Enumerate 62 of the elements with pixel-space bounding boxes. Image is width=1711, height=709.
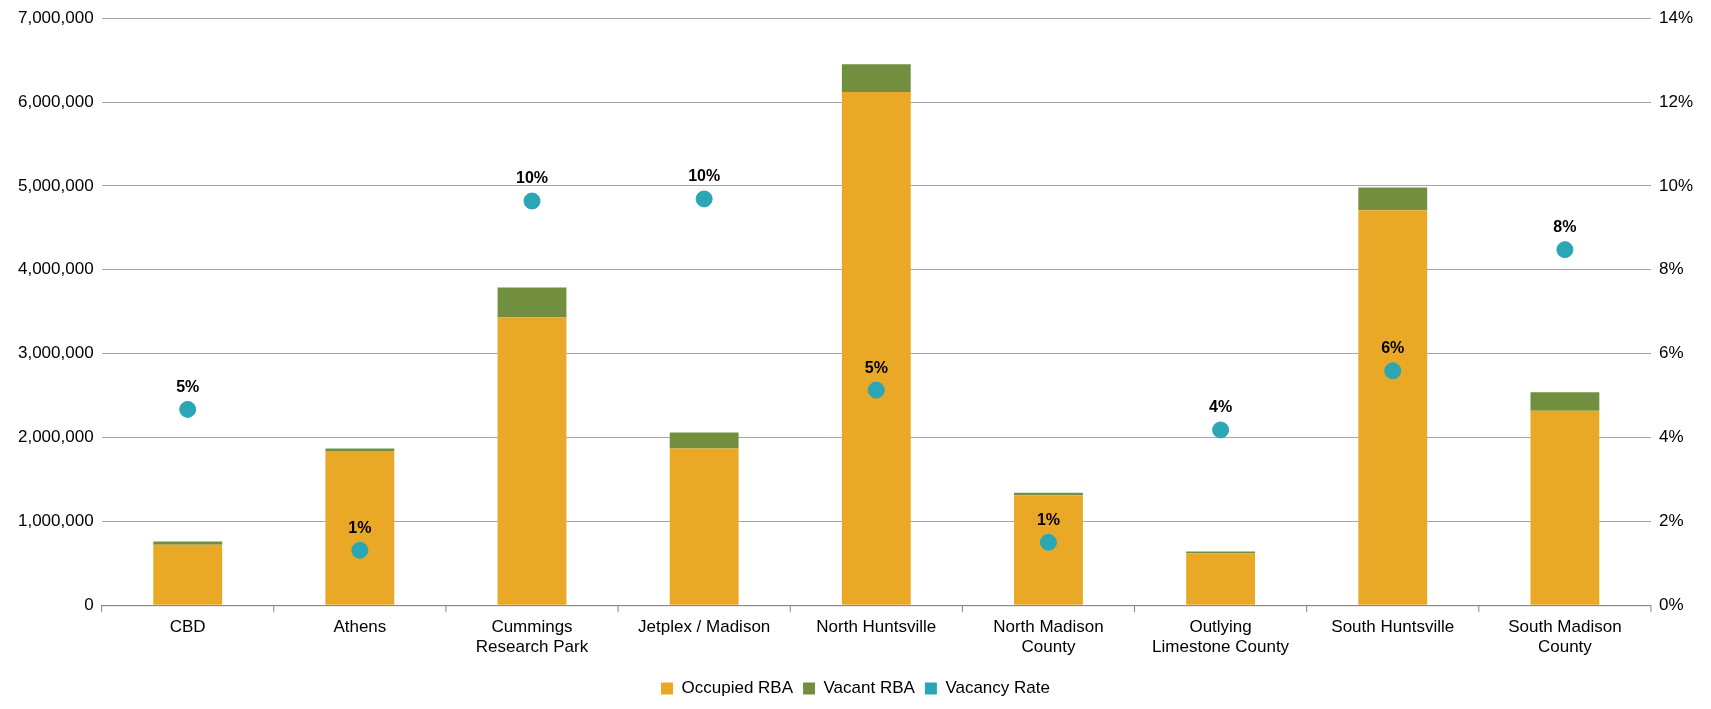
y-tick-label: 3,000,000 xyxy=(17,343,94,363)
legend-label: Vacancy Rate xyxy=(945,678,1050,698)
x-tick-label: North Madison County xyxy=(993,617,1104,657)
bar xyxy=(325,450,395,605)
bar xyxy=(497,287,567,318)
y2-tick-label: 0% xyxy=(1658,594,1684,614)
data-label: 10% xyxy=(688,167,721,185)
point xyxy=(1039,533,1057,551)
y2-tick-label: 14% xyxy=(1658,7,1694,27)
x-tick-label: Jetplex / Madison xyxy=(638,617,771,637)
bar xyxy=(153,541,223,545)
y2-tick-label: 8% xyxy=(1658,259,1684,279)
y2-tick-label: 6% xyxy=(1658,343,1684,363)
data-label: 8% xyxy=(1553,218,1577,236)
legend-label: Occupied RBA xyxy=(681,678,794,698)
point xyxy=(523,192,541,210)
y-tick-label: 5,000,000 xyxy=(17,175,94,195)
bar xyxy=(153,544,223,605)
y2-tick-label: 10% xyxy=(1658,175,1694,195)
y-tick-label: 6,000,000 xyxy=(17,91,94,111)
x-tick-label: South Huntsville xyxy=(1331,617,1455,637)
x-tick-label: South Madison County xyxy=(1508,617,1622,657)
data-label: 4% xyxy=(1209,398,1233,416)
y2-tick-label: 2% xyxy=(1658,511,1684,531)
data-label: 6% xyxy=(1381,339,1405,357)
y2-tick-label: 4% xyxy=(1658,427,1684,447)
y-tick-label: 2,000,000 xyxy=(17,427,94,447)
bar xyxy=(1186,553,1256,605)
point xyxy=(867,381,885,399)
data-label: 5% xyxy=(864,358,888,376)
point xyxy=(1556,241,1574,259)
x-tick-label: Cummings Research Park xyxy=(475,617,589,657)
bar xyxy=(669,432,739,449)
bar xyxy=(1530,410,1600,605)
data-label: 1% xyxy=(348,518,372,536)
y-tick-label: 1,000,000 xyxy=(17,511,94,531)
x-tick-label: Athens xyxy=(333,617,387,637)
bar xyxy=(841,64,911,92)
x-tick-label: Outlying Limestone County xyxy=(1152,617,1290,657)
point xyxy=(351,541,369,559)
legend-label: Vacant RBA xyxy=(823,678,916,698)
x-tick-label: CBD xyxy=(169,617,206,637)
x-tick-label: North Huntsville xyxy=(816,617,937,637)
point xyxy=(1212,421,1230,439)
y-tick-label: 4,000,000 xyxy=(17,259,94,279)
y-tick-label: 7,000,000 xyxy=(17,7,94,27)
bar xyxy=(841,91,911,605)
point xyxy=(695,190,713,208)
bar xyxy=(1358,187,1428,211)
point xyxy=(1384,362,1402,380)
data-label: 5% xyxy=(176,377,200,395)
bar xyxy=(325,448,395,451)
point xyxy=(179,400,197,418)
bar xyxy=(1530,392,1600,411)
bar xyxy=(669,448,739,605)
data-label: 10% xyxy=(515,169,549,187)
y2-tick-label: 12% xyxy=(1658,91,1694,111)
y-tick-label: 0 xyxy=(84,594,94,614)
data-label: 1% xyxy=(1036,510,1061,528)
bar xyxy=(1358,210,1428,605)
bar xyxy=(1014,495,1083,605)
bar xyxy=(497,317,567,605)
